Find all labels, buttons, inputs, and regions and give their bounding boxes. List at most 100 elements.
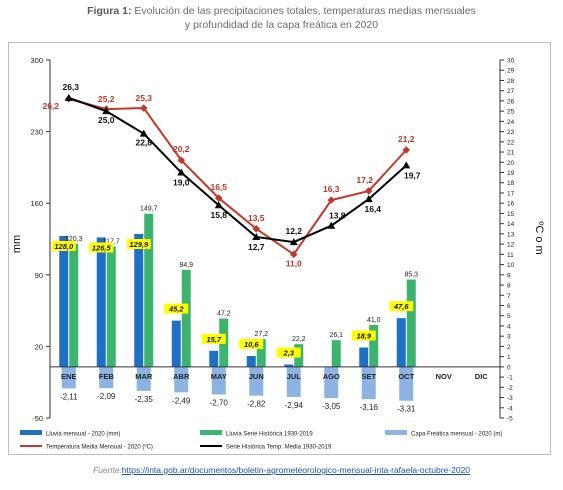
rain-2020-label: 47,6	[393, 302, 409, 311]
rain-2020-label-box	[51, 240, 76, 251]
rain-historical-bar	[69, 243, 79, 367]
y-tick-label-right: 1	[507, 354, 511, 361]
temp-2020-marker	[327, 196, 336, 204]
rain-historical-label: 117,7	[103, 238, 120, 245]
y-tick-label-right: 17	[507, 190, 515, 197]
y-tick-label-right: 9	[507, 272, 511, 279]
temp-2020-label: 16,3	[323, 184, 340, 194]
rain-2020-label: 15,7	[206, 335, 221, 344]
y-tick-label-right: -2	[507, 385, 513, 392]
rain-historical-bar	[256, 339, 266, 367]
y-tick-label-right: 14	[507, 221, 515, 228]
rain-historical-label: 27,2	[254, 331, 268, 338]
rain-2020-label-box	[239, 339, 264, 350]
rain-2020-label: 18,9	[356, 332, 371, 341]
y-tick-label-right: -1	[507, 375, 513, 382]
y-tick-label-right: 16	[507, 201, 515, 208]
temp-2020-marker	[402, 146, 411, 154]
y-tick-label-right: 0	[507, 364, 511, 371]
water-table-bar	[174, 366, 189, 393]
chart: -502090160230300-5-4-3-2-101234567891011…	[11, 56, 545, 451]
temp-historical-marker	[139, 129, 148, 137]
rain-2020-label: 128,0	[54, 242, 74, 251]
temp-2020-label: 20,2	[173, 144, 190, 154]
figure-title-line2: y profundidad de la capa freática en 202…	[184, 19, 379, 31]
rain-2020-label-box	[276, 347, 301, 358]
rain-historical-label: 85,3	[404, 272, 418, 279]
rain-2020-label-box	[389, 301, 414, 312]
rain-historical-bar	[369, 324, 379, 367]
water-table-bar	[136, 366, 151, 391]
legend-label: Capa Freática mensual - 2020 (m)	[411, 432, 502, 438]
rain-historical-bar	[106, 246, 116, 367]
legend-swatch	[385, 430, 407, 435]
y-axis-title-left: mm	[11, 235, 23, 253]
rain-2020-label-box	[164, 303, 189, 314]
source-note: Fuente:https://inta.gob.ar/documentos/bo…	[0, 465, 563, 475]
y-tick-label-right: 24	[507, 119, 515, 126]
temp-historical-label: 13,8	[329, 211, 346, 221]
y-tick-label-right: 13	[507, 231, 515, 238]
rain-2020-bar	[246, 356, 256, 367]
rain-2020-label: 45,2	[168, 305, 184, 314]
chart-frame	[8, 42, 551, 455]
y-tick-label-right: 8	[507, 283, 511, 290]
temp-historical-label: 15,8	[210, 210, 227, 220]
x-tick-label: SET	[361, 372, 376, 381]
x-tick-label: OCT	[398, 372, 414, 381]
y-axis-title-right: ºC o m	[533, 221, 545, 254]
y-tick-label-left: -50	[32, 414, 43, 423]
legend-label: Serie Histórica Temp. Media 1930-2019	[226, 445, 332, 451]
temp-2020-marker	[139, 104, 148, 112]
y-tick-label-left: 230	[30, 128, 43, 137]
y-tick-label-right: 28	[507, 78, 515, 85]
temp-historical-label: 12,7	[248, 242, 265, 252]
y-tick-label-right: 23	[507, 129, 515, 136]
water-table-bar	[249, 366, 264, 396]
y-tick-label-right: -5	[507, 416, 513, 423]
temp-historical-marker	[289, 238, 298, 246]
legend-label: Lluvia Serie Histórica 1930-2019	[226, 432, 313, 438]
temp-historical-marker	[177, 168, 186, 176]
water-table-label: -2,11	[60, 392, 78, 401]
water-table-label: -2,09	[97, 392, 116, 401]
temp-historical-label: 22,8	[135, 138, 152, 148]
temp-historical-marker	[102, 107, 111, 115]
temp-historical-label: 16,4	[364, 204, 381, 214]
rain-2020-bar	[134, 233, 144, 367]
temp-2020-label: 11,0	[286, 258, 302, 268]
legend-label: Lluvia mensual - 2020 (mm)	[46, 432, 120, 438]
x-tick-label: AGO	[323, 372, 340, 381]
y-tick-label-right: 3	[507, 334, 511, 341]
rain-2020-bar	[59, 235, 69, 367]
water-table-label: -2,49	[172, 396, 191, 405]
water-table-label: -3,31	[397, 405, 416, 414]
rain-2020-bar	[284, 364, 294, 367]
rain-2020-label: 2,3	[283, 349, 295, 358]
temp-historical-marker	[252, 232, 261, 240]
rain-2020-label: 129,9	[129, 240, 149, 249]
y-tick-label-right: 18	[507, 180, 515, 187]
water-table-bar	[324, 366, 339, 399]
rain-2020-bar	[209, 350, 219, 367]
x-tick-label: MAY	[211, 372, 227, 381]
water-table-label: -2,82	[247, 400, 266, 409]
source-label: Fuente:	[92, 465, 122, 475]
temp-2020-marker	[177, 156, 186, 165]
rain-historical-bar	[331, 340, 341, 367]
y-tick-label-left: 20	[35, 342, 43, 351]
rain-historical-label: 41,0	[367, 317, 381, 324]
source-link[interactable]: https://inta.gob.ar/documentos/boletin-a…	[121, 465, 471, 475]
temp-2020-marker	[289, 250, 298, 259]
y-tick-label-right: 30	[507, 58, 515, 65]
rain-historical-label: 26,1	[329, 332, 343, 339]
x-tick-label: NOV	[436, 372, 452, 381]
temp-2020-label: 25,2	[98, 94, 115, 104]
temp-2020-label: 25,3	[135, 93, 152, 103]
temp-historical-label: 26,3	[62, 82, 79, 92]
rain-2020-bar	[171, 320, 181, 367]
y-tick-label-left: 90	[35, 271, 43, 280]
temp-historical-marker	[214, 201, 223, 209]
x-tick-label: ABR	[173, 372, 190, 381]
water-table-bar	[99, 366, 114, 389]
